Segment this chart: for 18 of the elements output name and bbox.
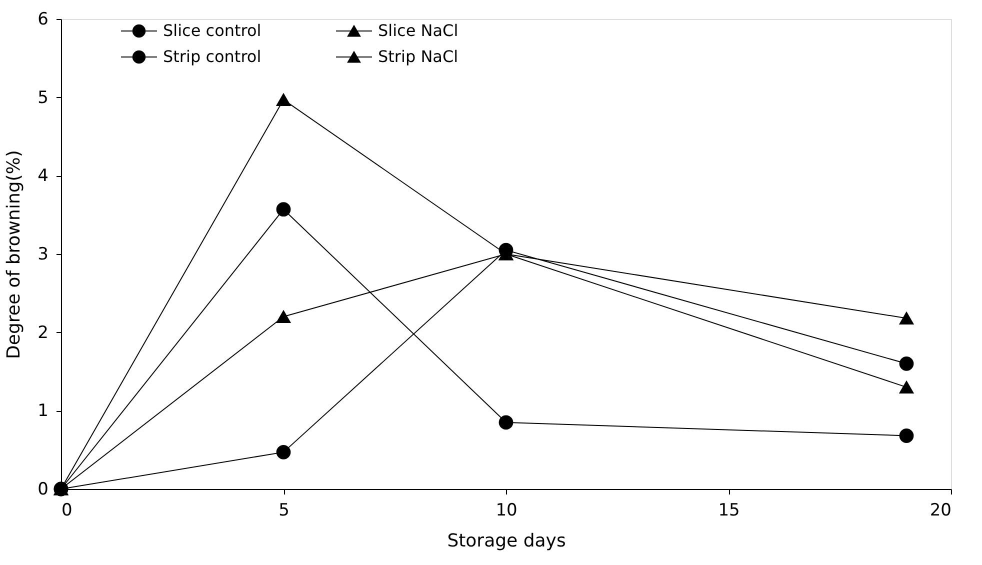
- y-tick-label: 6: [38, 10, 48, 30]
- x-tick-label: 10: [496, 500, 518, 520]
- legend-label: Slice NaCl: [378, 21, 458, 40]
- y-tick-label: 2: [38, 322, 48, 343]
- legend-label: Strip control: [163, 47, 262, 66]
- legend-label: Slice control: [163, 21, 262, 40]
- y-tick-label: 0: [38, 480, 48, 500]
- x-tick-label: 20: [930, 500, 952, 520]
- y-tick-label: 3: [38, 244, 48, 264]
- y-tick-label: 1: [38, 401, 48, 422]
- x-tick-label: 5: [278, 500, 290, 520]
- x-tick-label: 15: [718, 500, 740, 520]
- y-tick-label: 5: [38, 88, 48, 108]
- y-tick-label: 4: [38, 166, 48, 186]
- x-tick-label: 0: [62, 500, 72, 520]
- y-axis-title: Degree of browning(%): [4, 150, 25, 359]
- legend-label: Strip NaCl: [378, 47, 458, 66]
- x-axis-title: Storage days: [447, 530, 566, 552]
